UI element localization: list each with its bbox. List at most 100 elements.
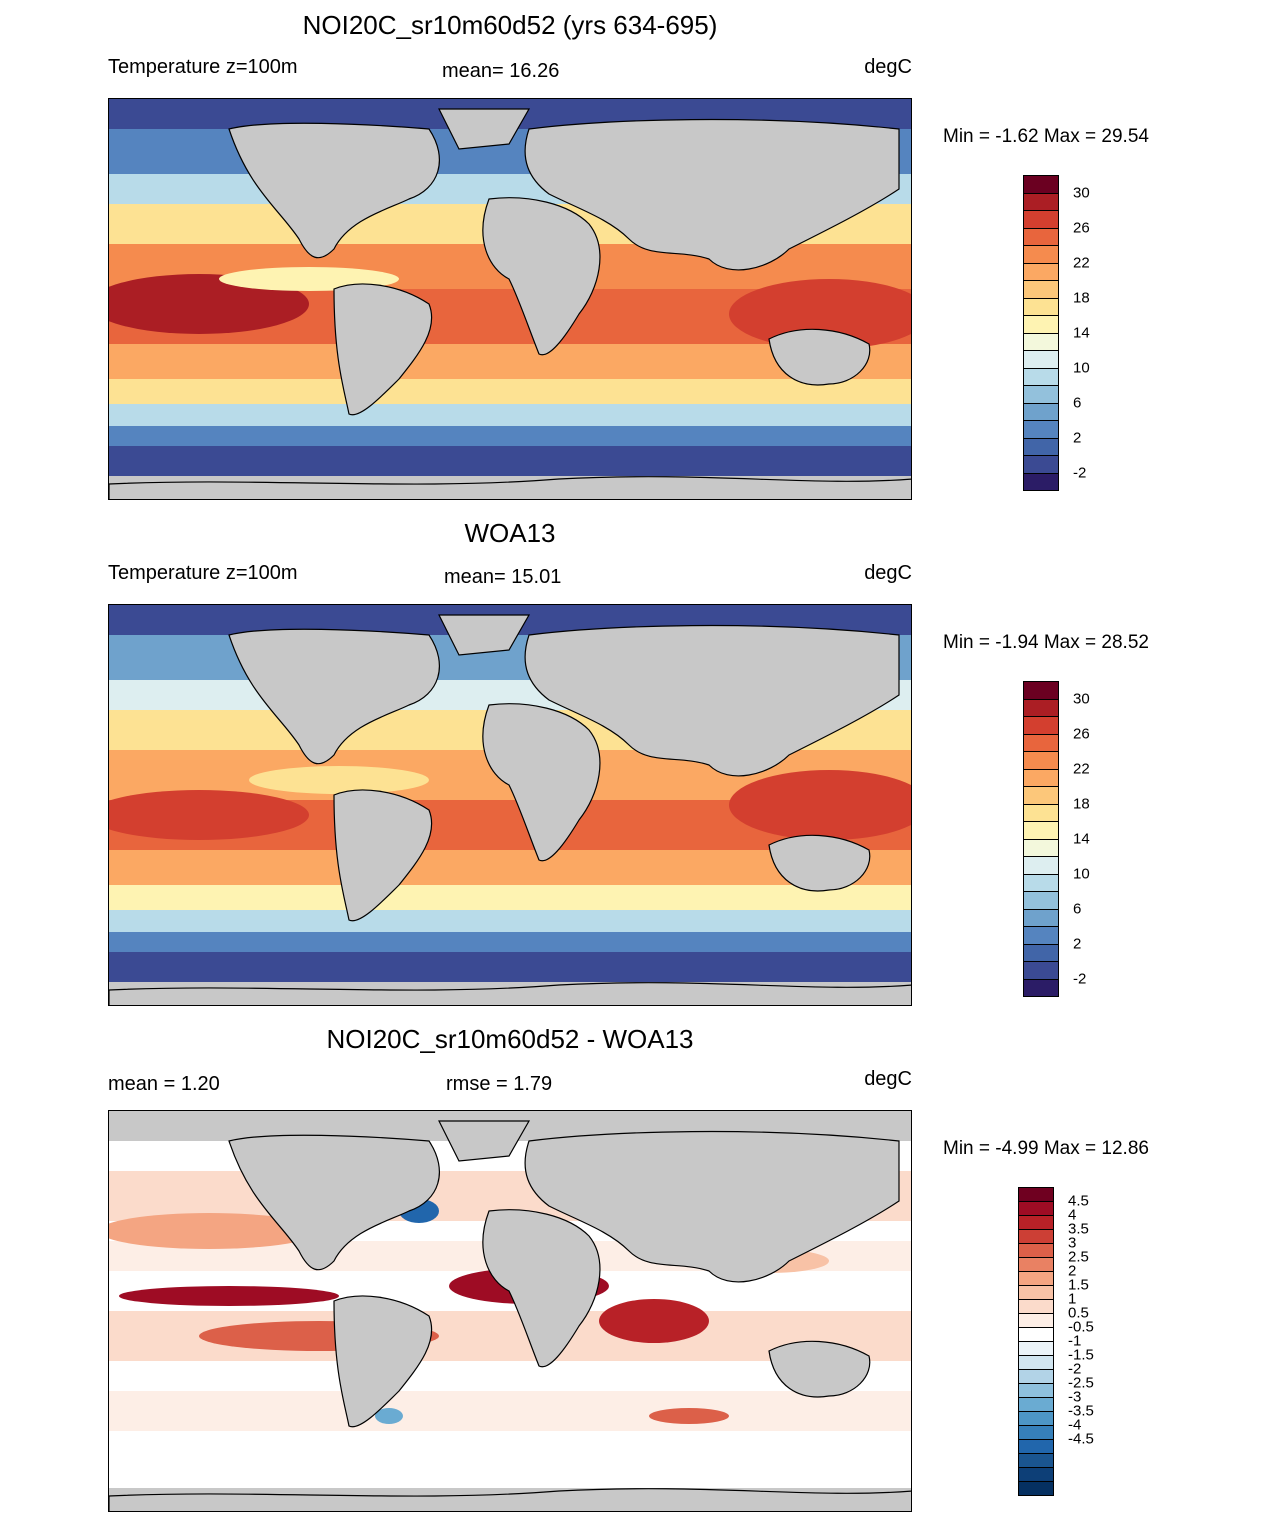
colorbar-box: [1024, 316, 1058, 334]
panel3-title: NOI20C_sr10m60d52 - WOA13: [326, 1024, 694, 1054]
colorbar-box: [1019, 1356, 1053, 1370]
colorbar-tick-label: 3: [1068, 1234, 1077, 1252]
colorbar-box: [1024, 403, 1058, 421]
panel2-mean-label: mean= 15.01: [444, 566, 562, 588]
colorbar-tick-label: 6: [1073, 900, 1082, 917]
colorbar-tick-label: 14: [1073, 830, 1090, 847]
colorbar-box: [1024, 839, 1058, 857]
colorbar-box: [1024, 962, 1058, 980]
colorbar-tick-label: 18: [1073, 795, 1090, 812]
panel2-variable-label: Temperature z=100m: [108, 562, 298, 584]
colorbar-box: [1024, 386, 1058, 404]
colorbar-tick-label: -4.5: [1068, 1430, 1094, 1448]
colorbar-tick-label: 22: [1073, 254, 1090, 271]
colorbar-box: [1019, 1244, 1053, 1258]
colorbar-box: [1019, 1202, 1053, 1216]
colorbar-tick-label: -1.5: [1068, 1346, 1094, 1364]
colorbar-box: [1024, 211, 1058, 229]
colorbar-tick-label: -3: [1068, 1388, 1082, 1406]
colorbar-box: [1024, 298, 1058, 316]
colorbar-box: [1024, 822, 1058, 840]
colorbar-box: [1024, 734, 1058, 752]
colorbar-box: [1024, 368, 1058, 386]
colorbar-box: [1024, 787, 1058, 805]
colorbar-tick-label: 10: [1073, 865, 1090, 882]
colorbar-box: [1019, 1482, 1053, 1496]
colorbar-box: [1024, 699, 1058, 717]
colorbar-tick-label: 18: [1073, 289, 1090, 306]
colorbar-box: [1019, 1426, 1053, 1440]
colorbar-tick-label: 2.5: [1068, 1248, 1089, 1266]
panel3-colorbar: 4.5 4 3.5 3 2.5 2 1.5 1 0.5 -0.5 -1 -1.5 -2 -2.5 -3 -3.…: [1018, 1187, 1094, 1496]
panel2-title: WOA13: [464, 518, 556, 548]
colorbar-box: [1019, 1314, 1053, 1328]
colorbar-box: [1024, 979, 1058, 997]
colorbar-box: [1019, 1272, 1053, 1286]
colorbar-box: [1024, 944, 1058, 962]
colorbar-box: [1024, 857, 1058, 875]
colorbar-tick-label: 26: [1073, 725, 1090, 742]
colorbar-box: [1019, 1258, 1053, 1272]
colorbar-box: [1024, 909, 1058, 927]
colorbar-box: [1024, 456, 1058, 474]
panel1-map: [108, 98, 912, 500]
colorbar-box: [1024, 682, 1058, 700]
colorbar-tick-label: 1.5: [1068, 1276, 1089, 1294]
colorbar-tick-label: 4.5: [1068, 1192, 1089, 1210]
colorbar-box: [1019, 1468, 1053, 1482]
colorbar-tick-label: 2: [1068, 1262, 1077, 1280]
colorbar-box: [1024, 752, 1058, 770]
colorbar-box: [1019, 1286, 1053, 1300]
colorbar-tick-label: 22: [1073, 760, 1090, 777]
colorbar-tick-label: 0.5: [1068, 1304, 1089, 1322]
colorbar-box: [1024, 421, 1058, 439]
colorbar-box: [1024, 473, 1058, 491]
colorbar-box: [1019, 1398, 1053, 1412]
colorbar-tick-label: -2.5: [1068, 1374, 1094, 1392]
colorbar-box: [1019, 1188, 1053, 1202]
colorbar-box: [1024, 892, 1058, 910]
panel2-minmax: Min = -1.94 Max = 28.52: [943, 632, 1149, 653]
colorbar-box: [1019, 1454, 1053, 1468]
colorbar-tick-label: -4: [1068, 1416, 1082, 1434]
colorbar-box: [1019, 1412, 1053, 1426]
colorbar-box: [1019, 1216, 1053, 1230]
colorbar-tick-label: 4: [1068, 1206, 1077, 1224]
colorbar-box: [1024, 438, 1058, 456]
colorbar-tick-label: 30: [1073, 690, 1090, 707]
panel1-variable-label: Temperature z=100m: [108, 56, 298, 78]
colorbar-box: [1019, 1342, 1053, 1356]
panel1-map-plot: [109, 99, 911, 499]
colorbar-box: [1024, 281, 1058, 299]
colorbar-box: [1024, 246, 1058, 264]
colorbar-box: [1024, 927, 1058, 945]
colorbar-tick-label: -2: [1073, 464, 1087, 481]
panel1-colorbar: 30 26 22 18 14 10 6 2 -2: [1023, 175, 1090, 491]
colorbar-box: [1024, 804, 1058, 822]
colorbar-box: [1024, 769, 1058, 787]
colorbar-box: [1024, 333, 1058, 351]
panel1-mean-label: mean= 16.26: [442, 60, 560, 82]
colorbar-box: [1024, 351, 1058, 369]
panel3-map-plot: [109, 1111, 911, 1511]
panel2-units-label: degC: [864, 562, 912, 584]
colorbar-tick-label: 30: [1073, 184, 1090, 201]
panel1-units-label: degC: [864, 56, 912, 78]
colorbar-box: [1024, 263, 1058, 281]
colorbar-tick-label: -2: [1073, 970, 1087, 987]
panel3-minmax: Min = -4.99 Max = 12.86: [943, 1138, 1149, 1159]
colorbar-tick-label: -2: [1068, 1360, 1082, 1378]
panel3-mean-label: mean = 1.20: [108, 1073, 220, 1095]
colorbar-tick-label: 2: [1073, 429, 1082, 446]
colorbar-box: [1024, 176, 1058, 194]
colorbar-tick-label: 3.5: [1068, 1220, 1089, 1238]
colorbar-tick-label: 1: [1068, 1290, 1077, 1308]
panel3-units-label: degC: [864, 1068, 912, 1090]
colorbar-box: [1019, 1300, 1053, 1314]
panel2-colorbar: 30 26 22 18 14 10 6 2 -2: [1023, 681, 1090, 997]
colorbar-box: [1019, 1328, 1053, 1342]
colorbar-tick-label: 26: [1073, 219, 1090, 236]
colorbar-box: [1024, 228, 1058, 246]
colorbar-box: [1019, 1230, 1053, 1244]
panel1-title: NOI20C_sr10m60d52 (yrs 634-695): [302, 10, 718, 40]
